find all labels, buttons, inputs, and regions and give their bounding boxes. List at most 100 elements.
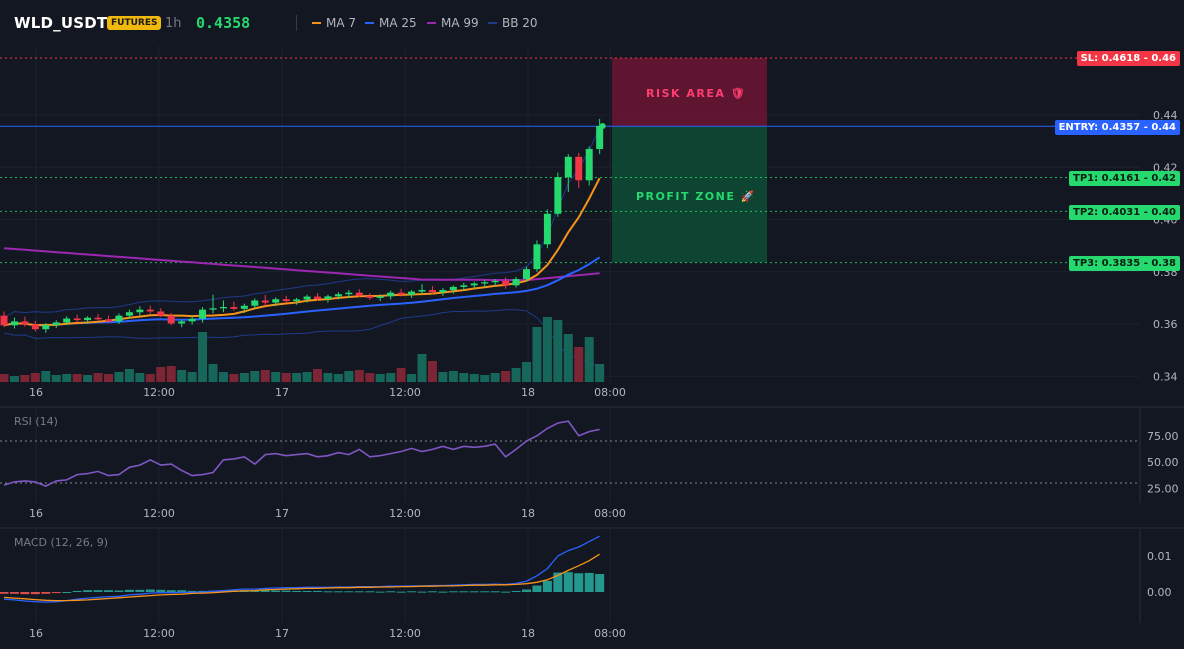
volume-bar bbox=[93, 373, 103, 382]
macd-histogram-bar bbox=[417, 591, 427, 593]
volume-bar bbox=[563, 334, 573, 382]
legend-ma25[interactable]: MA 25 bbox=[365, 16, 417, 30]
timeframe-label[interactable]: 1h bbox=[165, 16, 182, 31]
legend-ma25-label: MA 25 bbox=[379, 16, 417, 30]
volume-bar bbox=[187, 372, 197, 382]
volume-bar bbox=[9, 376, 19, 382]
profit-zone-box bbox=[612, 126, 767, 263]
rsi-axis-label: 75.00 bbox=[1147, 430, 1179, 443]
pane-separators[interactable] bbox=[0, 406, 1184, 623]
tp3-tag[interactable]: TP3: 0.3835 - 0.38 bbox=[1069, 256, 1180, 271]
macd-histogram-bar bbox=[93, 590, 103, 592]
candle-body bbox=[543, 213, 551, 245]
volume-bar bbox=[553, 320, 563, 382]
candle-body bbox=[533, 244, 541, 270]
rsi-title[interactable]: RSI (14) bbox=[14, 415, 58, 428]
candle-body bbox=[564, 156, 572, 178]
volume-bar bbox=[229, 374, 239, 382]
volume-bar bbox=[375, 374, 385, 382]
tp1-tag[interactable]: TP1: 0.4161 - 0.42 bbox=[1069, 171, 1180, 186]
macd-histogram-bar bbox=[375, 591, 385, 593]
time-axis-label: 12:00 bbox=[389, 386, 421, 399]
candle-body bbox=[355, 292, 363, 296]
candle-body bbox=[63, 318, 71, 323]
candle-body bbox=[209, 308, 217, 310]
bb20-swatch-icon bbox=[488, 22, 497, 24]
volume-bar bbox=[41, 371, 51, 382]
time-axis-label: 18 bbox=[521, 386, 535, 399]
volume-bar bbox=[542, 317, 552, 382]
candle-body bbox=[523, 269, 530, 280]
volume-bar bbox=[239, 373, 249, 382]
candle-body bbox=[366, 295, 374, 298]
macd-histogram-bar bbox=[302, 590, 312, 592]
macd-title[interactable]: MACD (12, 26, 9) bbox=[14, 536, 109, 549]
time-axis-label: 16 bbox=[29, 507, 43, 520]
candle-body bbox=[73, 318, 81, 321]
price-axis-label: 0.44 bbox=[1153, 109, 1178, 122]
volume-bars bbox=[0, 317, 605, 382]
candle-body bbox=[387, 292, 395, 297]
last-price-dot bbox=[599, 122, 606, 129]
stop-loss-tag[interactable]: SL: 0.4618 - 0.46 bbox=[1076, 51, 1180, 66]
entry-tag[interactable]: ENTRY: 0.4357 - 0.44 bbox=[1054, 120, 1180, 135]
candle-body bbox=[0, 315, 8, 326]
volume-bar bbox=[30, 373, 40, 382]
volume-bar bbox=[114, 372, 124, 382]
volume-bar bbox=[260, 370, 270, 382]
legend-bb20[interactable]: BB 20 bbox=[488, 16, 538, 30]
volume-bar bbox=[313, 369, 322, 382]
candle-body bbox=[282, 299, 290, 302]
macd-histogram-bar bbox=[553, 572, 563, 592]
volume-bar bbox=[333, 374, 343, 382]
macd-histogram-bar bbox=[166, 590, 176, 592]
legend-ma99[interactable]: MA 99 bbox=[427, 16, 479, 30]
candle-body bbox=[428, 290, 436, 293]
volume-bar bbox=[124, 369, 134, 382]
legend-bb20-label: BB 20 bbox=[502, 16, 538, 30]
volume-bar bbox=[218, 372, 228, 382]
volume-bar bbox=[104, 374, 113, 382]
time-axis-label: 17 bbox=[275, 386, 289, 399]
time-axis-label: 16 bbox=[29, 386, 43, 399]
volume-bar bbox=[250, 371, 260, 382]
volume-bar bbox=[208, 364, 218, 382]
macd-histogram-bar bbox=[574, 573, 584, 592]
candle-body bbox=[178, 321, 186, 324]
symbol-name[interactable]: WLD_USDT bbox=[14, 14, 108, 32]
macd-histogram-bar bbox=[344, 591, 354, 593]
volume-bar bbox=[386, 373, 396, 382]
time-axis-label: 17 bbox=[275, 627, 289, 640]
volume-bar bbox=[490, 373, 500, 382]
candle-body bbox=[261, 300, 269, 303]
volume-bar bbox=[0, 374, 9, 382]
macd-histogram-bar bbox=[396, 591, 406, 593]
risk-area-label: RISK AREA 🛡 bbox=[646, 87, 747, 100]
candle-body bbox=[460, 285, 468, 287]
legend-ma7[interactable]: MA 7 bbox=[312, 16, 356, 30]
volume-bar bbox=[135, 373, 145, 382]
macd-histogram-bar bbox=[9, 592, 19, 594]
futures-badge: FUTURES bbox=[107, 16, 162, 30]
macd-histogram-bar bbox=[135, 589, 145, 592]
price-axis-label: 0.34 bbox=[1153, 370, 1178, 383]
time-axis-label: 08:00 bbox=[594, 386, 626, 399]
volume-bar bbox=[198, 332, 208, 382]
ma7-swatch-icon bbox=[312, 22, 321, 24]
candle-body bbox=[136, 309, 144, 313]
macd-histogram-bar bbox=[83, 590, 93, 592]
macd-histogram-bar bbox=[41, 592, 51, 594]
macd-histogram-bar bbox=[427, 591, 437, 593]
macd-histogram-bar bbox=[584, 572, 594, 592]
time-axis-label: 08:00 bbox=[594, 507, 626, 520]
tp2-tag[interactable]: TP2: 0.4031 - 0.40 bbox=[1069, 205, 1180, 220]
macd-axis-label: 0.01 bbox=[1147, 550, 1172, 563]
candle-body bbox=[397, 292, 405, 295]
candle-body bbox=[52, 322, 60, 326]
macd-histogram-bar bbox=[30, 592, 40, 595]
volume-bar bbox=[438, 372, 448, 382]
macd-histogram-bar bbox=[595, 574, 605, 592]
candle-body bbox=[251, 300, 259, 306]
macd-axis-label: 0.00 bbox=[1147, 586, 1172, 599]
